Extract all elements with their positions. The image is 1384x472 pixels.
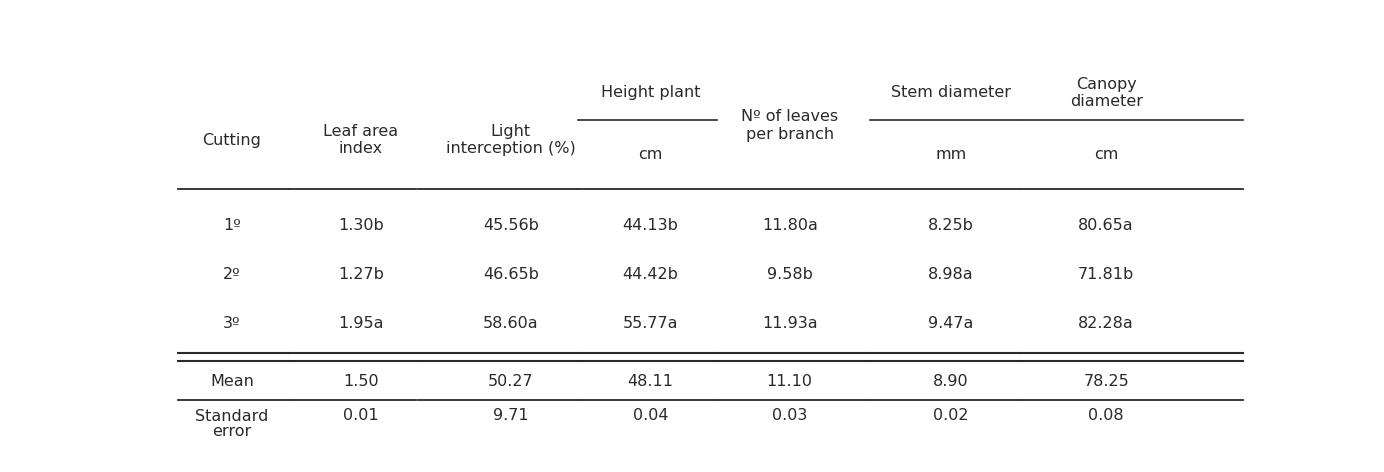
Text: 55.77a: 55.77a xyxy=(623,316,678,331)
Text: cm: cm xyxy=(638,147,663,162)
Text: 0.03: 0.03 xyxy=(772,408,807,423)
Text: 11.10: 11.10 xyxy=(767,374,812,389)
Text: 46.65b: 46.65b xyxy=(483,267,538,282)
Text: 1.95a: 1.95a xyxy=(338,316,383,331)
Text: Standard: Standard xyxy=(195,409,268,424)
Text: mm: mm xyxy=(936,147,966,162)
Text: 11.80a: 11.80a xyxy=(761,218,818,233)
Text: 71.81b: 71.81b xyxy=(1078,267,1135,282)
Text: 3º: 3º xyxy=(223,316,241,331)
Text: Stem diameter: Stem diameter xyxy=(891,85,1010,101)
Text: 9.58b: 9.58b xyxy=(767,267,812,282)
Text: 9.71: 9.71 xyxy=(493,408,529,423)
Text: 8.25b: 8.25b xyxy=(927,218,973,233)
Text: 2º: 2º xyxy=(223,267,241,282)
Text: 0.04: 0.04 xyxy=(632,408,668,423)
Text: Cutting: Cutting xyxy=(202,133,262,148)
Text: 1.30b: 1.30b xyxy=(338,218,383,233)
Text: 44.42b: 44.42b xyxy=(623,267,678,282)
Text: 9.47a: 9.47a xyxy=(927,316,973,331)
Text: Height plant: Height plant xyxy=(601,85,700,101)
Text: 1.50: 1.50 xyxy=(343,374,378,389)
Text: cm: cm xyxy=(1093,147,1118,162)
Text: 50.27: 50.27 xyxy=(489,374,534,389)
Text: 82.28a: 82.28a xyxy=(1078,316,1133,331)
Text: 8.90: 8.90 xyxy=(933,374,969,389)
Text: 0.01: 0.01 xyxy=(343,408,378,423)
Text: 8.98a: 8.98a xyxy=(927,267,973,282)
Text: Canopy
diameter: Canopy diameter xyxy=(1070,77,1143,109)
Text: 45.56b: 45.56b xyxy=(483,218,538,233)
Text: 78.25: 78.25 xyxy=(1084,374,1129,389)
Text: Leaf area
index: Leaf area index xyxy=(322,124,399,156)
Text: Nº of leaves
per branch: Nº of leaves per branch xyxy=(742,110,839,142)
Text: error: error xyxy=(212,424,252,438)
Text: Light
interception (%): Light interception (%) xyxy=(446,124,576,156)
Text: 80.65a: 80.65a xyxy=(1078,218,1133,233)
Text: 11.93a: 11.93a xyxy=(763,316,818,331)
Text: Mean: Mean xyxy=(210,374,253,389)
Text: 58.60a: 58.60a xyxy=(483,316,538,331)
Text: 48.11: 48.11 xyxy=(627,374,673,389)
Text: 44.13b: 44.13b xyxy=(623,218,678,233)
Text: 0.08: 0.08 xyxy=(1088,408,1124,423)
Text: 0.02: 0.02 xyxy=(933,408,969,423)
Text: 1º: 1º xyxy=(223,218,241,233)
Text: 1.27b: 1.27b xyxy=(338,267,383,282)
